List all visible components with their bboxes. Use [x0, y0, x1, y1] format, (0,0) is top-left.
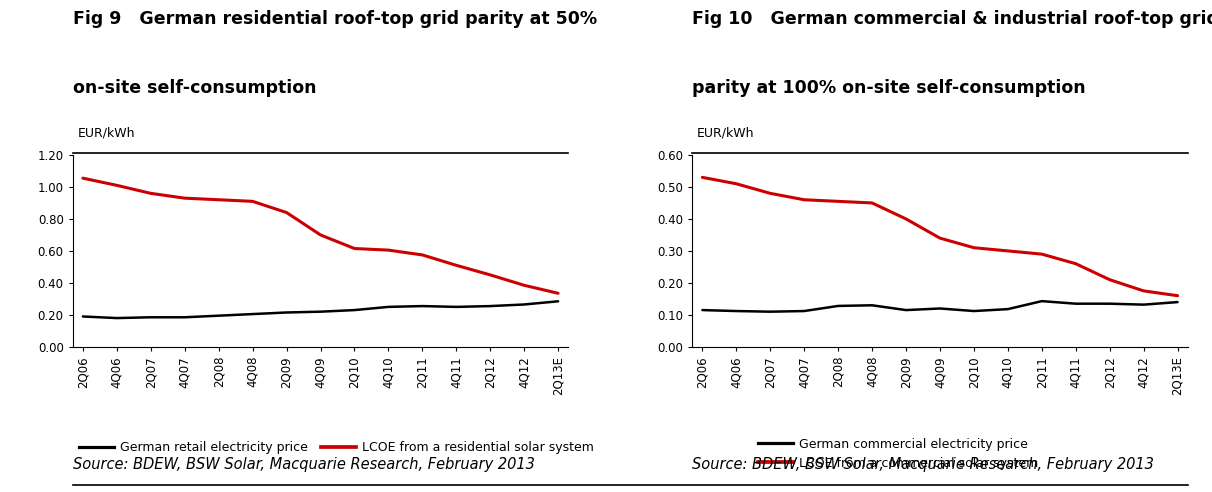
Text: Fig 10   German commercial & industrial roof-top grid: Fig 10 German commercial & industrial ro…	[692, 10, 1212, 28]
Text: Fig 9   German residential roof-top grid parity at 50%: Fig 9 German residential roof-top grid p…	[73, 10, 596, 28]
Text: parity at 100% on-site self-consumption: parity at 100% on-site self-consumption	[692, 79, 1086, 97]
Text: EUR/kWh: EUR/kWh	[78, 126, 136, 140]
Legend: German retail electricity price, LCOE from a residential solar system: German retail electricity price, LCOE fr…	[79, 441, 594, 455]
Text: Source: BDEW, BSW Solar, Macquarie Research, February 2013: Source: BDEW, BSW Solar, Macquarie Resea…	[692, 458, 1154, 472]
Text: EUR/kWh: EUR/kWh	[697, 126, 755, 140]
Text: on-site self-consumption: on-site self-consumption	[73, 79, 316, 97]
Text: Source: BDEW, BSW Solar, Macquarie Research, February 2013: Source: BDEW, BSW Solar, Macquarie Resea…	[73, 458, 534, 472]
Legend: German commercial electricity price, LCOE from a commercial solar system: German commercial electricity price, LCO…	[758, 437, 1039, 470]
